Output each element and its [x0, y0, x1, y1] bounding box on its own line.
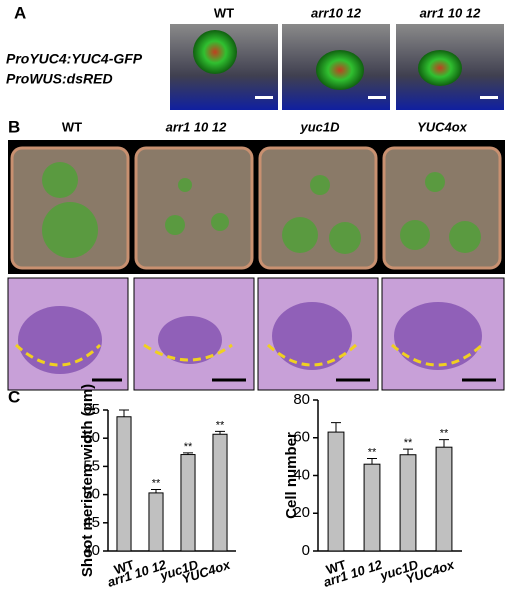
bar: [148, 492, 164, 552]
significance: **: [440, 428, 449, 440]
column-label: WT: [62, 119, 82, 134]
significance: **: [404, 437, 413, 449]
y-tick-label: 40: [83, 542, 100, 559]
significance: **: [152, 477, 161, 489]
y-tick-label: 65: [83, 401, 100, 418]
significance: **: [184, 441, 193, 453]
y-tick-label: 50: [83, 486, 100, 503]
panel-label: A: [14, 3, 26, 22]
error-bar: [367, 458, 377, 465]
y-tick-label: 55: [83, 457, 100, 474]
micrographs: [170, 24, 504, 110]
column-label: WT: [214, 5, 234, 20]
bar: [116, 416, 132, 552]
bar: [180, 454, 196, 552]
error-bar: [403, 448, 413, 455]
error-bar: [183, 452, 193, 455]
y-axis-title: Shoot meristem width (μm): [79, 384, 96, 577]
y-tick-label: 40: [293, 466, 310, 483]
column-label: arr1 10 12: [166, 119, 227, 134]
error-bar: [151, 489, 161, 493]
y-axis-title: Cell number: [283, 432, 300, 519]
error-bar: [331, 422, 341, 433]
y-tick-label: 20: [293, 504, 310, 521]
bar: [399, 454, 417, 552]
bar: [435, 446, 453, 552]
bar: [212, 433, 228, 552]
column-label: yuc1D: [299, 119, 340, 134]
construct-label: ProYUC4:YUC4-GFP: [6, 51, 143, 67]
y-tick-label: 45: [83, 514, 100, 531]
x-tick-label: WT: [112, 557, 136, 578]
plant-photos: [8, 140, 505, 274]
y-tick-label: 60: [83, 429, 100, 446]
panel-label: B: [8, 117, 20, 136]
bar: [327, 431, 345, 552]
panel-label: C: [8, 387, 20, 406]
y-tick-label: 0: [302, 542, 310, 559]
column-label: arr1 10 12: [420, 5, 481, 20]
column-label: arr10 12: [311, 5, 362, 20]
column-label: YUC4ox: [417, 119, 468, 134]
error-bar: [215, 430, 225, 435]
histology: [7, 277, 505, 391]
construct-label: ProWUS:dsRED: [6, 71, 113, 87]
significance: **: [368, 446, 377, 458]
bar: [363, 463, 381, 552]
significance: **: [216, 419, 225, 431]
error-bar: [119, 409, 129, 417]
error-bar: [439, 439, 449, 448]
x-tick-label: WT: [324, 557, 348, 578]
y-tick-label: 80: [293, 391, 310, 408]
y-tick-label: 60: [293, 429, 310, 446]
